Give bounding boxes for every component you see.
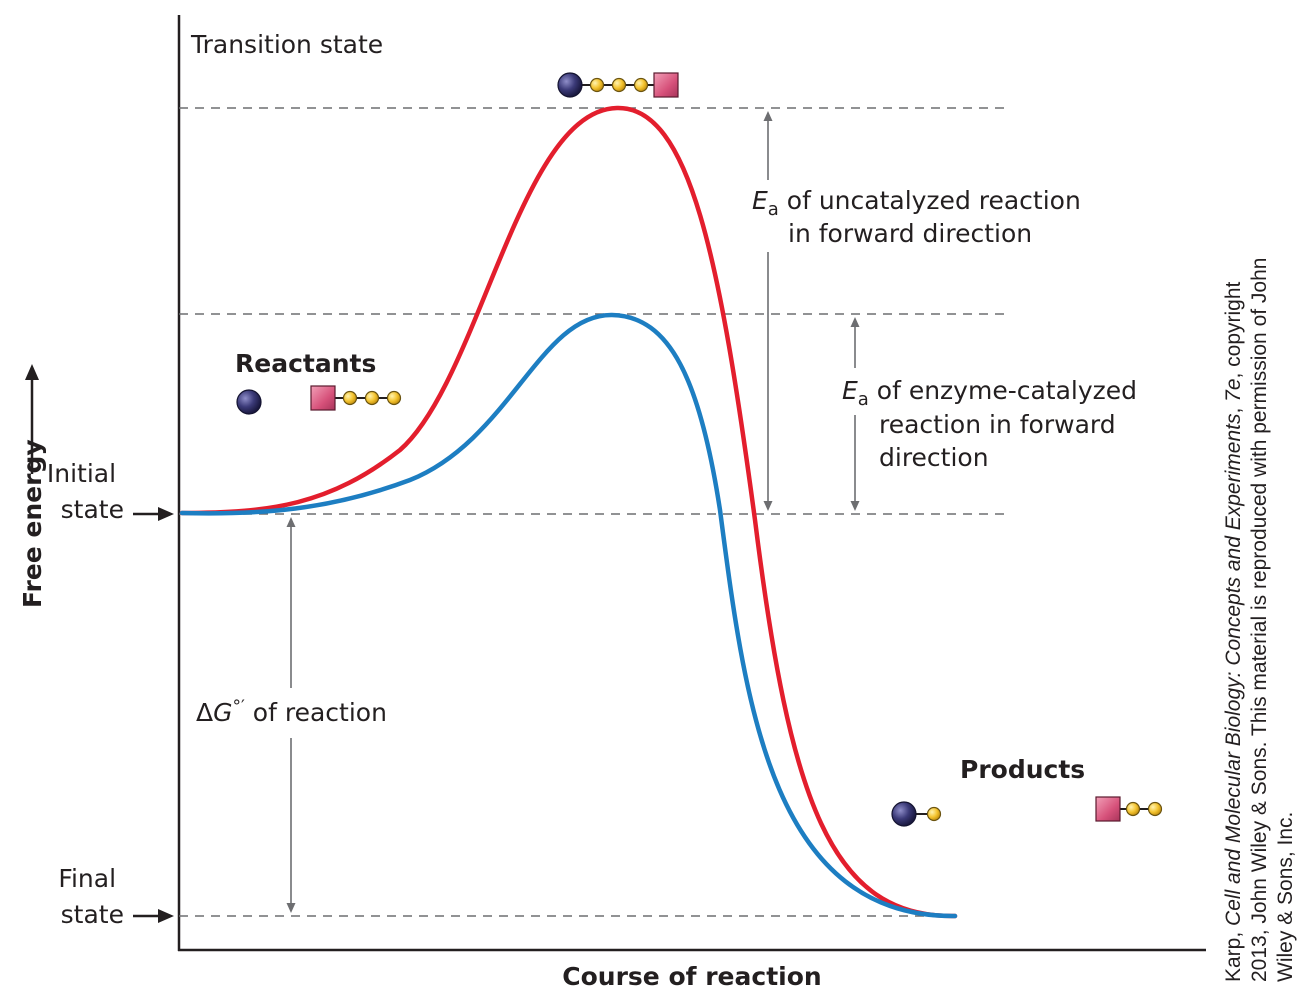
product-sphere-chain [891,801,942,827]
product-square-chain [1095,796,1163,822]
yellow-bead-icon [926,806,942,822]
final-state-arrow-icon [133,909,174,923]
transition-state-molecule [557,72,679,98]
free-energy-label-group: Free energy [18,364,47,608]
pink-square-icon [310,385,336,411]
final-state-label: Final state [58,864,124,929]
reactants-label: Reactants [235,349,376,378]
reactant-purple-sphere-icon [236,389,262,415]
yellow-bead-icon [1125,801,1141,817]
yellow-bead-icon [633,77,649,93]
yellow-bead-icon [386,390,402,406]
initial-state-label: Initial state [47,459,124,524]
credit-block: Karp, Cell and Molecular Biology: Concep… [1222,258,1297,982]
delta-g-arrow [286,517,296,913]
pink-square-icon [1095,796,1121,822]
yellow-bead-icon [611,77,627,93]
enzyme-catalyzed-curve [179,312,958,919]
initial-state-arrow-icon [133,507,174,521]
reactant-square-chain [310,385,402,411]
delta-g-label: ΔG°′ of reaction [196,697,387,727]
purple-sphere-icon [557,72,583,98]
purple-sphere-icon [891,801,917,827]
uncatalyzed-curve [179,105,958,919]
ea-uncatalyzed-label: Ea of uncatalyzed reaction in forward di… [752,186,1089,248]
credit-line-3: Wiley & Sons, Inc. [1274,812,1297,982]
pink-square-icon [653,72,679,98]
yellow-bead-icon [1147,801,1163,817]
ea-enzyme-arrow [850,317,860,511]
credit-line-2: 2013, John Wiley & Sons. This material i… [1248,258,1271,982]
yellow-bead-icon [364,390,380,406]
transition-state-label: Transition state [190,30,383,59]
yellow-bead-icon [589,77,605,93]
x-axis-label: Course of reaction [562,962,821,991]
yellow-bead-icon [342,390,358,406]
credit-line-1: Karp, Cell and Molecular Biology: Concep… [1222,281,1245,982]
ea-enzyme-label: Ea of enzyme-catalyzed reaction in forwa… [842,376,1145,472]
ea-uncatalyzed-arrow [763,111,773,511]
products-label: Products [960,755,1085,784]
up-arrow-icon [25,364,39,380]
